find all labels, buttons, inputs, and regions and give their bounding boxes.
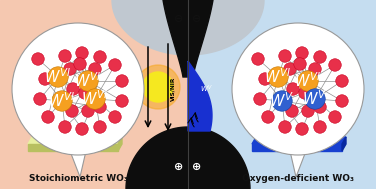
Text: $W^{VI}$: $W^{VI}$	[48, 92, 76, 110]
Text: $W^{V}$: $W^{V}$	[200, 83, 214, 95]
Circle shape	[59, 50, 71, 62]
Circle shape	[259, 73, 271, 85]
Circle shape	[39, 73, 51, 85]
Circle shape	[314, 121, 326, 133]
Circle shape	[34, 93, 46, 105]
Circle shape	[143, 72, 173, 102]
Text: $W^{V}$: $W^{V}$	[269, 92, 295, 110]
Circle shape	[116, 75, 128, 87]
Circle shape	[52, 91, 72, 111]
Circle shape	[76, 47, 88, 59]
Polygon shape	[163, 0, 213, 77]
Circle shape	[32, 53, 44, 65]
Circle shape	[66, 105, 78, 117]
Circle shape	[78, 71, 98, 91]
Circle shape	[94, 101, 106, 113]
Text: ⊖: ⊖	[192, 14, 202, 24]
Circle shape	[232, 23, 364, 155]
Circle shape	[336, 95, 348, 107]
Polygon shape	[70, 151, 86, 177]
Polygon shape	[118, 137, 122, 151]
Polygon shape	[28, 144, 118, 151]
Text: $W^{V}$: $W^{V}$	[302, 90, 327, 108]
Circle shape	[294, 58, 306, 70]
Circle shape	[336, 75, 348, 87]
Text: $W^{VI}$: $W^{VI}$	[264, 68, 292, 86]
Bar	[0, 0, 188, 189]
Circle shape	[279, 50, 291, 62]
Circle shape	[59, 121, 71, 133]
Circle shape	[136, 65, 180, 109]
Circle shape	[254, 93, 266, 105]
Circle shape	[314, 101, 326, 113]
Circle shape	[287, 83, 299, 95]
Circle shape	[298, 71, 318, 91]
Text: $W^{VI}$: $W^{VI}$	[294, 72, 322, 90]
Circle shape	[74, 58, 86, 70]
Text: Oxygen-deficient WO₃: Oxygen-deficient WO₃	[242, 174, 354, 183]
Circle shape	[305, 89, 325, 109]
Text: ⊕: ⊕	[192, 162, 202, 172]
Text: VIS/NIR: VIS/NIR	[170, 77, 175, 101]
Text: $W^{VI}$: $W^{VI}$	[81, 90, 109, 108]
Circle shape	[296, 123, 308, 135]
Text: ⊖: ⊖	[174, 14, 184, 24]
Circle shape	[67, 83, 79, 95]
Circle shape	[268, 67, 288, 87]
Circle shape	[89, 63, 101, 75]
Polygon shape	[252, 144, 342, 151]
Circle shape	[299, 87, 311, 99]
Polygon shape	[188, 61, 212, 131]
Text: Stoichiometric WO₃: Stoichiometric WO₃	[29, 174, 127, 183]
Circle shape	[329, 59, 341, 71]
Polygon shape	[342, 137, 346, 151]
Circle shape	[94, 51, 106, 63]
Circle shape	[79, 87, 91, 99]
Polygon shape	[252, 137, 346, 144]
Polygon shape	[126, 127, 250, 189]
Circle shape	[329, 111, 341, 123]
Circle shape	[109, 111, 121, 123]
Circle shape	[262, 111, 274, 123]
Circle shape	[286, 105, 298, 117]
Circle shape	[76, 123, 88, 135]
Circle shape	[85, 89, 105, 109]
Circle shape	[302, 105, 314, 117]
Circle shape	[64, 63, 76, 75]
Polygon shape	[112, 0, 264, 55]
Circle shape	[252, 53, 264, 65]
Circle shape	[309, 63, 321, 75]
Circle shape	[82, 105, 94, 117]
Circle shape	[94, 121, 106, 133]
Text: $W^{VI}$: $W^{VI}$	[44, 68, 72, 86]
Polygon shape	[290, 151, 306, 177]
Circle shape	[48, 67, 68, 87]
Circle shape	[42, 111, 54, 123]
Circle shape	[279, 121, 291, 133]
Text: UV: UV	[136, 83, 145, 95]
Text: $W^{VI}$: $W^{VI}$	[74, 72, 102, 90]
Circle shape	[116, 95, 128, 107]
Circle shape	[272, 91, 292, 111]
Circle shape	[12, 23, 144, 155]
Circle shape	[284, 63, 296, 75]
Bar	[188, 0, 376, 189]
Circle shape	[296, 47, 308, 59]
Text: ⊕: ⊕	[174, 162, 184, 172]
Polygon shape	[28, 137, 122, 144]
Circle shape	[109, 59, 121, 71]
Circle shape	[314, 51, 326, 63]
